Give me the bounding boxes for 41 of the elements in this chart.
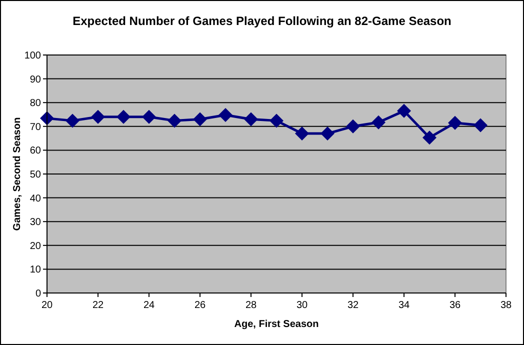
point: [168, 114, 182, 128]
chart-title: Expected Number of Games Played Following an 82-Game Season: [72, 14, 452, 28]
point: [422, 130, 436, 145]
y-tick-label: 50: [30, 170, 42, 180]
point: [474, 118, 488, 132]
point: [372, 115, 386, 130]
y-tick-label: 80: [30, 98, 42, 110]
y-tick-label: 70: [30, 122, 42, 133]
point: [244, 112, 258, 126]
x-axis-title: Age, First Season: [234, 319, 319, 330]
point: [270, 114, 284, 128]
point: [397, 104, 411, 118]
point: [218, 108, 232, 122]
x-tick-label: 36: [449, 300, 461, 311]
x-tick-label: 26: [194, 300, 206, 311]
y-tick-label: 20: [30, 240, 42, 252]
x-tick-label: 22: [92, 300, 104, 311]
x-tick-label: 30: [296, 300, 308, 311]
y-tick-label: 100: [24, 50, 42, 62]
x-tick-label: 34: [398, 300, 410, 311]
point: [346, 119, 360, 134]
point: [193, 112, 207, 126]
y-tick-label: 90: [30, 74, 42, 86]
y-tick-label: 60: [30, 146, 42, 157]
point: [91, 110, 105, 124]
y-axis-title: Games, Second Season: [12, 117, 23, 231]
point: [320, 126, 334, 141]
point: [66, 114, 80, 128]
y-tick-label: 30: [30, 217, 42, 228]
x-tick-label: 20: [41, 300, 53, 311]
point: [295, 126, 309, 141]
x-tick-label: 24: [143, 300, 155, 311]
y-tick-label: 10: [30, 264, 42, 276]
point: [448, 116, 462, 130]
y-tick-label: 0: [35, 288, 42, 300]
y-tick-label: 40: [30, 193, 42, 204]
point: [142, 110, 156, 124]
x-tick-label: 32: [347, 300, 359, 311]
x-tick-label: 28: [245, 300, 257, 311]
x-tick-label: 38: [500, 300, 512, 311]
point: [116, 110, 130, 124]
